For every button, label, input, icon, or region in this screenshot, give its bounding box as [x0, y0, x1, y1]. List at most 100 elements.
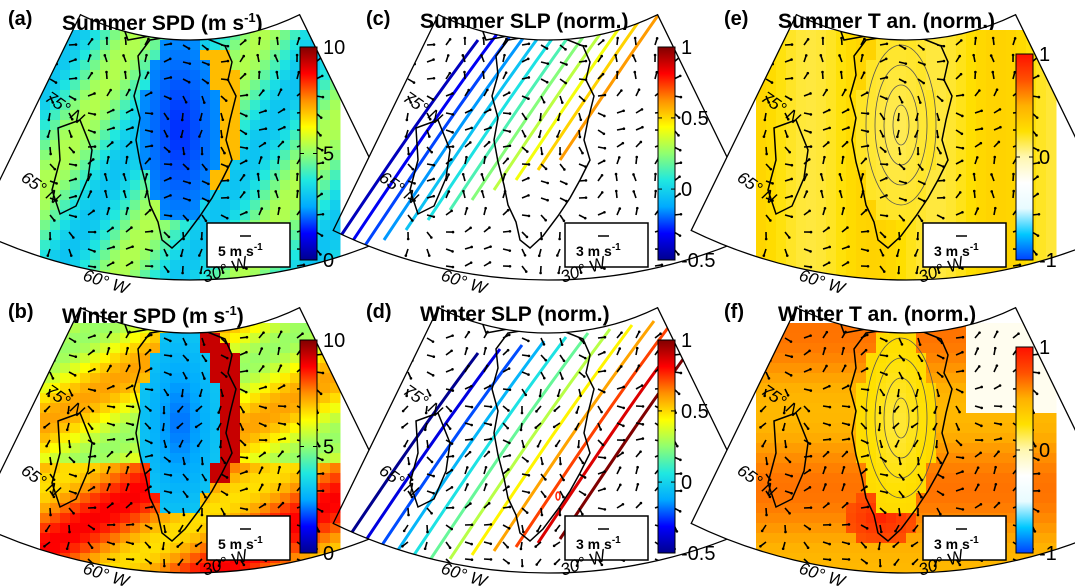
wind-vector-head: [409, 377, 413, 380]
field-cell: [60, 383, 71, 394]
field-cell: [120, 333, 131, 344]
wind-vector-head: [527, 284, 530, 287]
field-cell: [270, 280, 281, 291]
map-field: [333, 307, 722, 573]
field-cell: [876, 170, 887, 181]
field-cell: [50, 140, 61, 151]
field-cell: [180, 333, 191, 344]
field-cell: [180, 170, 191, 181]
field-cell: [250, 280, 261, 291]
field-cell: [916, 140, 927, 151]
field-cell: [130, 573, 141, 584]
wind-vector-head: [149, 333, 153, 337]
field-cell: [916, 70, 927, 81]
field-cell: [240, 30, 251, 41]
field-cell: [300, 323, 311, 334]
field-cell: [996, 100, 1007, 111]
map-field: [333, 14, 722, 287]
field-cell: [786, 120, 797, 131]
colorbar-tick-label: 1: [681, 37, 692, 59]
field-cell: [766, 100, 777, 111]
field-cell: [220, 90, 231, 101]
wind-vector-head: [1013, 37, 1017, 40]
field-cell: [100, 343, 111, 354]
field-cell: [906, 100, 917, 111]
baffin-coastline: [409, 412, 451, 509]
wind-vector-head: [72, 236, 75, 239]
wind-vector-head: [769, 219, 772, 222]
field-cell: [230, 423, 241, 434]
field-cell: [320, 200, 331, 211]
field-cell: [280, 483, 291, 494]
field-cell: [936, 60, 947, 71]
wind-vector-head: [72, 150, 76, 154]
field-cell: [220, 453, 231, 464]
wind-vector: [316, 576, 321, 580]
field-cell: [320, 140, 331, 151]
field-cell: [40, 433, 51, 444]
wind-vector-head: [655, 37, 659, 40]
wind-vector-head: [186, 218, 189, 222]
wind-vector-head: [402, 529, 406, 533]
wind-vector-head: [972, 189, 976, 193]
field-cell: [130, 433, 141, 444]
wind-vector-head: [164, 530, 167, 534]
field-cell: [110, 110, 121, 121]
field-cell: [766, 200, 777, 211]
wind-vector-head: [1012, 172, 1015, 176]
wind-vector-head: [108, 483, 111, 486]
field-cell: [886, 130, 897, 141]
field-cell: [130, 473, 141, 484]
wind-vector-head: [320, 192, 323, 196]
wind-vector-head: [466, 466, 469, 469]
greenland-coastline: [491, 35, 595, 249]
field-cell: [926, 210, 937, 221]
field-cell: [270, 463, 281, 474]
wind-vector-head: [45, 444, 48, 448]
field-cell: [220, 70, 231, 81]
field-cell: [150, 363, 161, 374]
field-cell: [956, 100, 967, 111]
field-cell: [856, 120, 867, 131]
field-cell: [210, 130, 221, 141]
field-cell: [846, 80, 857, 91]
wind-vector-head: [432, 215, 436, 219]
field-cell: [280, 150, 291, 161]
field-cell: [110, 363, 121, 374]
field-cell: [160, 220, 171, 231]
wind-vector-head: [768, 288, 771, 291]
field-cell: [100, 433, 111, 444]
wind-vector-head: [1037, 95, 1041, 99]
isobar-contour: [492, 14, 656, 191]
wind-vector-head: [771, 182, 774, 185]
field-cell: [190, 503, 201, 514]
field-cell: [40, 50, 51, 61]
wind-vector-head: [295, 53, 299, 57]
wind-vector-head: [508, 130, 512, 133]
field-cell: [190, 543, 201, 554]
isobar-contour: [514, 316, 678, 548]
wind-vector-head: [480, 189, 484, 193]
isobar-contour: [382, 340, 546, 572]
wind-vector-head: [425, 564, 428, 568]
wind-vector-head: [72, 511, 75, 515]
wind-vector-head: [519, 547, 523, 551]
field-cell: [916, 80, 927, 91]
wind-vector-head: [526, 57, 530, 61]
field-cell: [260, 110, 271, 121]
wind-vector-head: [978, 89, 981, 92]
field-cell: [220, 140, 231, 151]
field-cell: [290, 250, 301, 261]
field-cell: [320, 240, 331, 251]
wind-vector-head: [1036, 74, 1040, 78]
field-cell: [50, 403, 61, 414]
field-cell: [160, 70, 171, 81]
wind-vector-head: [827, 226, 830, 230]
field-cell: [906, 323, 917, 334]
wind-vector-head: [321, 472, 325, 475]
field-cell: [140, 70, 151, 81]
wind-vector-head: [584, 179, 588, 182]
wind-vector-head: [601, 72, 605, 76]
field-cell: [846, 60, 857, 71]
